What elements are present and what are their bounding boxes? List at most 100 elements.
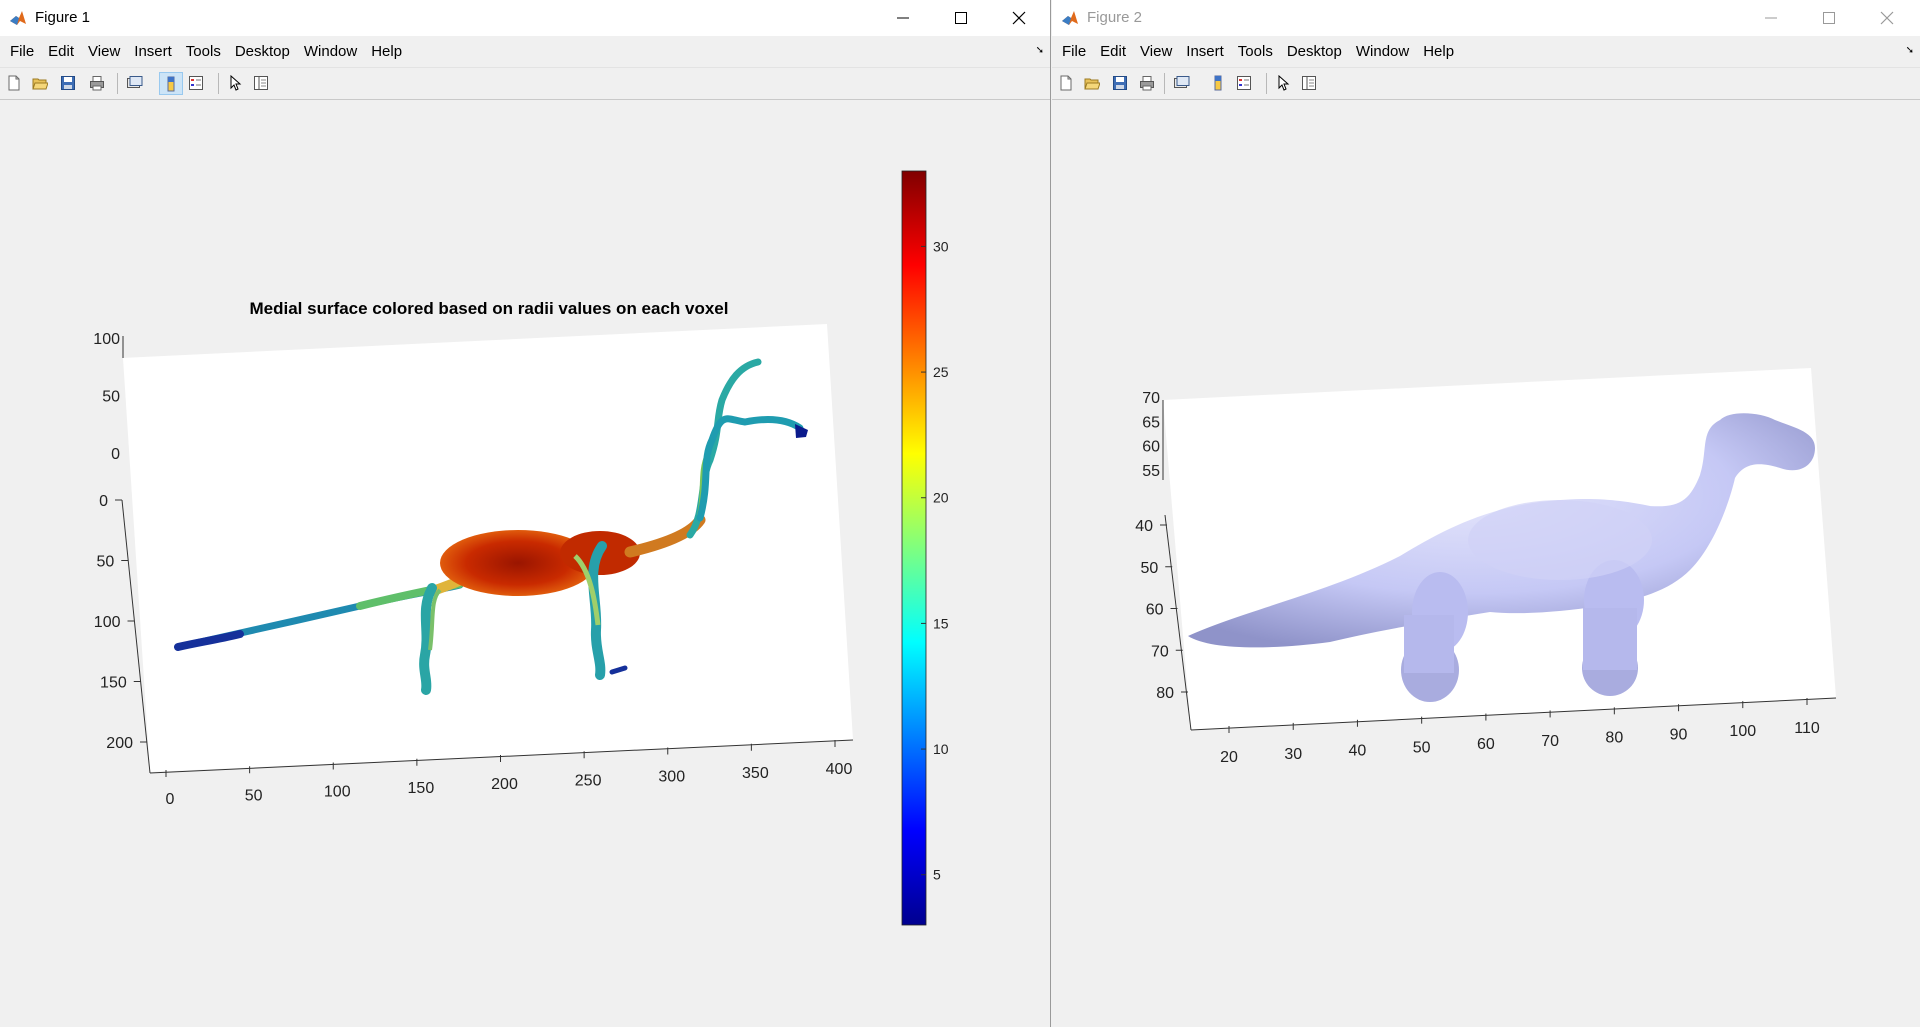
menu-file[interactable]: File (1062, 43, 1087, 60)
colorbar-tick-label: 15 (933, 615, 949, 631)
y-tick-label: 200 (106, 735, 133, 752)
colorbar-tick-label: 25 (933, 364, 949, 380)
x-tick-label: 250 (575, 772, 602, 789)
x-axis-line (149, 739, 854, 774)
matlab-logo-icon (9, 9, 27, 27)
open-file-icon[interactable] (29, 72, 53, 95)
isosurface-dinosaur (1188, 413, 1815, 702)
save-icon[interactable] (57, 72, 81, 95)
colorbar-icon[interactable] (159, 72, 183, 95)
x-tick-label: 200 (491, 776, 518, 793)
link-plot-icon[interactable] (123, 72, 147, 95)
menu-help[interactable]: Help (1423, 43, 1455, 60)
menu-tools[interactable]: Tools (1237, 43, 1273, 60)
x-tick-label: 150 (408, 780, 435, 797)
dock-arrow-icon[interactable]: ➘ (1905, 45, 1914, 56)
colorbar-tick-label: 5 (933, 867, 941, 883)
open-file-icon[interactable] (1081, 72, 1105, 95)
figure-canvas[interactable]: 20 30 40 50 60 70 80 90 100 110 40 50 60 70 80 70 65 60 55 (1052, 99, 1920, 1027)
new-figure-icon[interactable] (1055, 72, 1079, 95)
menu-window[interactable]: Window (303, 43, 358, 60)
close-button[interactable] (990, 0, 1048, 36)
y-tick-label: 0 (99, 493, 108, 510)
menu-help[interactable]: Help (371, 43, 403, 60)
x-tick-label: 110 (1794, 720, 1820, 737)
dock-arrow-icon[interactable]: ➘ (1035, 45, 1044, 56)
menu-edit[interactable]: Edit (1100, 43, 1127, 60)
y-tick-label: 100 (94, 614, 121, 631)
edit-plot-cursor-icon[interactable] (224, 72, 248, 95)
menu-insert[interactable]: Insert (1186, 43, 1224, 60)
menu-edit[interactable]: Edit (48, 43, 75, 60)
window-title: Figure 2 (1087, 9, 1143, 26)
y-tick-label: 40 (1135, 518, 1153, 535)
print-icon[interactable] (86, 72, 110, 95)
y-axis-line (121, 499, 151, 774)
medial-surface-plot (174, 358, 808, 695)
maximize-button[interactable] (932, 0, 990, 36)
toolbar-separator (1164, 73, 1165, 94)
figure2-tick-labels: 20 30 40 50 60 70 80 90 100 110 40 50 60 70 80 70 65 60 55 (1135, 390, 1820, 766)
edit-plot-cursor-icon[interactable] (1272, 72, 1296, 95)
menu-view[interactable]: View (88, 43, 121, 60)
x-tick-label: 300 (658, 769, 685, 786)
minimize-button[interactable] (874, 0, 932, 36)
x-tick-label: 50 (1413, 739, 1431, 756)
z-tick-label: 60 (1142, 439, 1160, 456)
x-tick-label: 80 (1605, 730, 1623, 747)
title-bar[interactable]: Figure 2 (1052, 0, 1920, 36)
figure-toolbar (0, 67, 1050, 100)
x-tick-label: 0 (166, 791, 175, 808)
close-button[interactable] (1858, 0, 1916, 36)
x-tick-label: 90 (1670, 726, 1688, 743)
y-tick-label: 50 (1140, 560, 1158, 577)
x-tick-label: 50 (245, 787, 263, 804)
toolbar-separator (1266, 73, 1267, 94)
x-tick-label: 350 (742, 765, 769, 782)
property-inspector-icon[interactable] (1298, 72, 1322, 95)
link-plot-icon[interactable] (1170, 72, 1194, 95)
figure-toolbar (1052, 67, 1920, 100)
colorbar-tick-label: 20 (933, 490, 949, 506)
property-inspector-icon[interactable] (250, 72, 274, 95)
legend-icon[interactable] (185, 72, 209, 95)
z-tick-label: 65 (1142, 414, 1160, 431)
matlab-logo-icon (1061, 9, 1079, 27)
z-tick-label: 70 (1142, 390, 1160, 407)
menu-desktop[interactable]: Desktop (1286, 43, 1342, 60)
menu-window[interactable]: Window (1355, 43, 1410, 60)
figure-2-window: Figure 2 File Edit View Insert Tools Desktop W… (1052, 0, 1920, 1027)
menu-insert[interactable]: Insert (134, 43, 172, 60)
x-tick-label: 40 (1349, 743, 1367, 760)
y-tick-label: 50 (96, 554, 114, 571)
toolbar-separator (117, 73, 118, 94)
plot-title: Medial surface colored based on radii va… (249, 299, 728, 318)
save-icon[interactable] (1109, 72, 1133, 95)
legend-icon[interactable] (1233, 72, 1257, 95)
z-tick-label: 50 (102, 389, 120, 406)
menu-bar: File Edit View Insert Tools Desktop Window Help… (0, 36, 1050, 66)
x-tick-label: 30 (1284, 746, 1302, 763)
x-tick-label: 100 (1729, 723, 1756, 740)
menu-view[interactable]: View (1140, 43, 1173, 60)
x-tick-label: 20 (1220, 749, 1238, 766)
menu-bar: File Edit View Insert Tools Desktop Window Help… (1052, 36, 1920, 66)
minimize-button[interactable] (1742, 0, 1800, 36)
menu-file[interactable]: File (10, 43, 35, 60)
window-title: Figure 1 (35, 9, 91, 26)
menu-desktop[interactable]: Desktop (234, 43, 290, 60)
menu-tools[interactable]: Tools (185, 43, 221, 60)
print-icon[interactable] (1136, 72, 1160, 95)
colorbar[interactable] (901, 170, 927, 926)
z-tick-label: 0 (111, 446, 120, 463)
figure-canvas[interactable]: Medial surface colored based on radii va… (0, 99, 1050, 1027)
title-bar[interactable]: Figure 1 (0, 0, 1050, 36)
x-tick-label: 70 (1541, 733, 1559, 750)
plot-svg: 20 30 40 50 60 70 80 90 100 110 40 50 60 70 80 70 65 60 55 (1135, 368, 1837, 766)
new-figure-icon[interactable] (3, 72, 27, 95)
toolbar-separator (218, 73, 219, 94)
y-tick-label: 60 (1146, 602, 1164, 619)
maximize-button[interactable] (1800, 0, 1858, 36)
z-tick-label: 100 (93, 331, 120, 348)
colorbar-icon[interactable] (1207, 72, 1231, 95)
